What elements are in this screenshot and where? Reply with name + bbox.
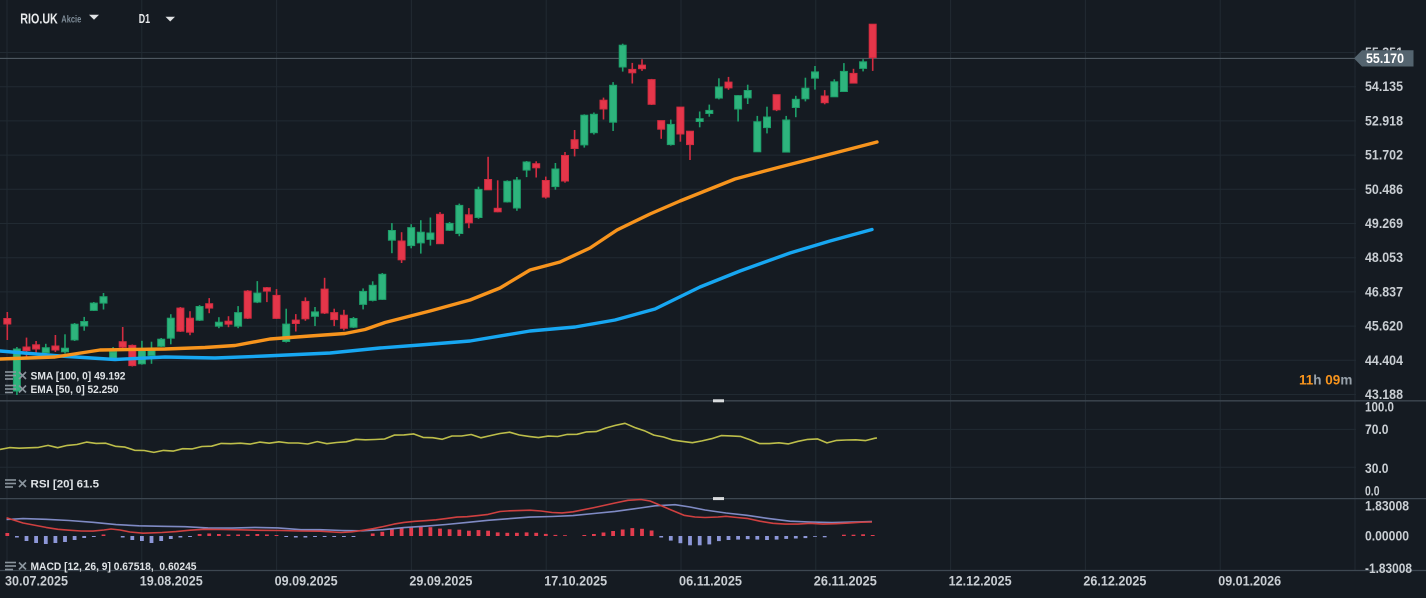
svg-text:RSI [20] 61.5: RSI [20] 61.5 xyxy=(31,479,100,491)
svg-text:12.12.2025: 12.12.2025 xyxy=(949,574,1012,589)
svg-text:44.404: 44.404 xyxy=(1365,353,1403,368)
svg-text:09.01.2026: 09.01.2026 xyxy=(1218,574,1281,589)
svg-text:100.0: 100.0 xyxy=(1365,400,1394,415)
svg-text:RIO.UK: RIO.UK xyxy=(20,12,58,28)
svg-text:49.269: 49.269 xyxy=(1365,216,1403,231)
svg-text:51.702: 51.702 xyxy=(1365,148,1403,163)
svg-text:50.486: 50.486 xyxy=(1365,182,1403,197)
svg-text:1.83008: 1.83008 xyxy=(1365,499,1409,514)
svg-text:45.620: 45.620 xyxy=(1365,319,1403,334)
svg-text:54.135: 54.135 xyxy=(1365,79,1403,94)
svg-text:46.837: 46.837 xyxy=(1365,284,1403,299)
svg-text:52.918: 52.918 xyxy=(1365,113,1403,128)
svg-text:70.0: 70.0 xyxy=(1365,422,1389,437)
svg-text:11h 09m: 11h 09m xyxy=(1299,373,1352,388)
svg-text:0.00000: 0.00000 xyxy=(1365,529,1409,544)
svg-text:30.0: 30.0 xyxy=(1365,461,1389,476)
svg-text:43.188: 43.188 xyxy=(1365,387,1403,402)
svg-text:48.053: 48.053 xyxy=(1365,250,1403,265)
svg-text:0.0: 0.0 xyxy=(1365,484,1380,499)
svg-text:19.08.2025: 19.08.2025 xyxy=(140,574,203,589)
svg-text:29.09.2025: 29.09.2025 xyxy=(409,574,472,589)
svg-text:EMA [50, 0] 52.250: EMA [50, 0] 52.250 xyxy=(31,384,119,396)
svg-text:MACD [12, 26, 9] 0.67518, 0.6: MACD [12, 26, 9] 0.67518, 0.60245 xyxy=(31,561,197,573)
svg-text:17.10.2025: 17.10.2025 xyxy=(544,574,607,589)
svg-text:30.07.2025: 30.07.2025 xyxy=(5,574,68,589)
svg-text:09.09.2025: 09.09.2025 xyxy=(275,574,338,589)
svg-text:26.12.2025: 26.12.2025 xyxy=(1083,574,1146,589)
svg-text:26.11.2025: 26.11.2025 xyxy=(814,574,877,589)
svg-text:Akcie: Akcie xyxy=(61,14,81,26)
svg-text:D1: D1 xyxy=(139,11,150,26)
svg-text:06.11.2025: 06.11.2025 xyxy=(679,574,742,589)
svg-text:SMA [100, 0] 49.192: SMA [100, 0] 49.192 xyxy=(31,371,126,383)
svg-text:-1.83008: -1.83008 xyxy=(1365,561,1412,576)
svg-text:55.170: 55.170 xyxy=(1366,51,1404,66)
